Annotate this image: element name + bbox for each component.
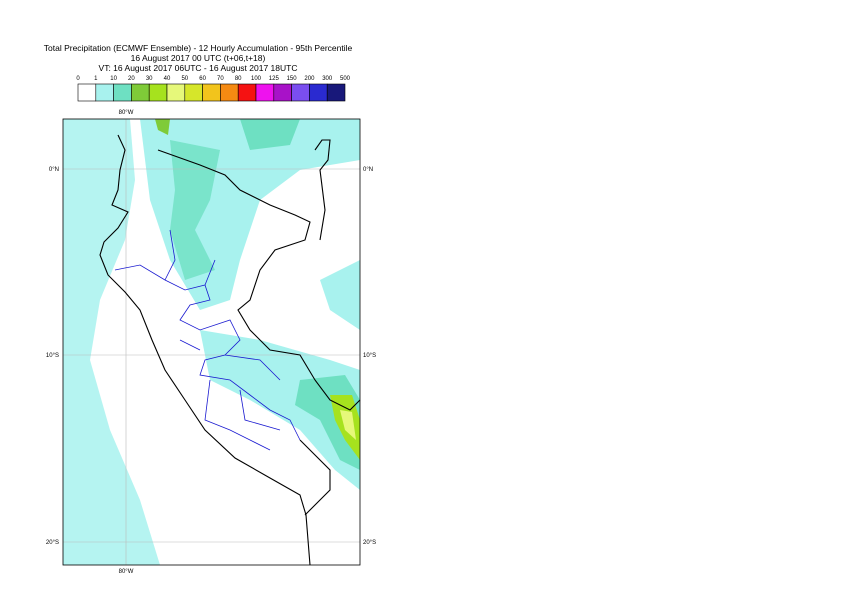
map xyxy=(62,118,361,566)
lat-label: 20°S xyxy=(46,540,59,546)
legend-tick-label: 500 xyxy=(340,76,351,82)
legend-swatch xyxy=(255,83,275,102)
coastline xyxy=(99,134,361,566)
map-frame xyxy=(62,118,361,566)
legend-tick-label: 70 xyxy=(217,76,224,82)
legend-tick-label: 1 xyxy=(94,76,98,82)
legend-tick-label: 125 xyxy=(269,76,280,82)
legend-tick-label: 100 xyxy=(251,76,262,82)
lat-label: 0°N xyxy=(49,167,59,173)
legend: 0 1 10 20 30 40 50 60 70 80 100 125 150 200 300 500 xyxy=(76,76,351,102)
legend-swatch xyxy=(166,83,186,102)
base-time: 16 August 2017 00 UTC (t+06,t+18) xyxy=(131,53,266,63)
legend-tick-label: 10 xyxy=(110,76,117,82)
lon-label: 80°W xyxy=(119,569,134,575)
graticule xyxy=(63,119,360,565)
legend-swatch xyxy=(326,83,346,102)
title: Total Precipitation (ECMWF Ensemble) - 1… xyxy=(44,43,353,53)
lat-label: 0°N xyxy=(363,167,373,173)
lat-label: 10°S xyxy=(363,353,376,359)
legend-swatch xyxy=(309,83,328,102)
legend-tick-label: 60 xyxy=(199,76,206,82)
legend-swatch xyxy=(291,83,310,102)
legend-swatch xyxy=(95,83,114,102)
legend-swatch xyxy=(77,83,97,102)
legend-tick-label: 50 xyxy=(181,76,188,82)
legend-swatch xyxy=(148,83,168,102)
legend-swatch xyxy=(184,83,203,102)
legend-swatch xyxy=(131,83,150,102)
legend-tick-label: 40 xyxy=(164,76,171,82)
admin-borders xyxy=(114,229,301,451)
legend-tick-label: 0 xyxy=(76,76,80,82)
legend-tick-label: 20 xyxy=(128,76,135,82)
legend-tick-label: 150 xyxy=(287,76,298,82)
valid-time: VT: 16 August 2017 06UTC - 16 August 201… xyxy=(99,63,298,73)
legend-swatch xyxy=(113,83,132,102)
precip-field xyxy=(63,119,360,565)
legend-tick-label: 30 xyxy=(146,76,153,82)
legend-tick-label: 200 xyxy=(304,76,315,82)
legend-swatch xyxy=(273,83,292,102)
legend-tick-label: 80 xyxy=(235,76,242,82)
lon-label: 80°W xyxy=(119,110,134,116)
legend-swatch xyxy=(220,83,239,102)
legend-swatch xyxy=(202,83,221,102)
legend-swatch xyxy=(237,83,257,102)
legend-tick-label: 300 xyxy=(322,76,333,82)
lat-label: 20°S xyxy=(363,540,376,546)
lat-label: 10°S xyxy=(46,353,59,359)
